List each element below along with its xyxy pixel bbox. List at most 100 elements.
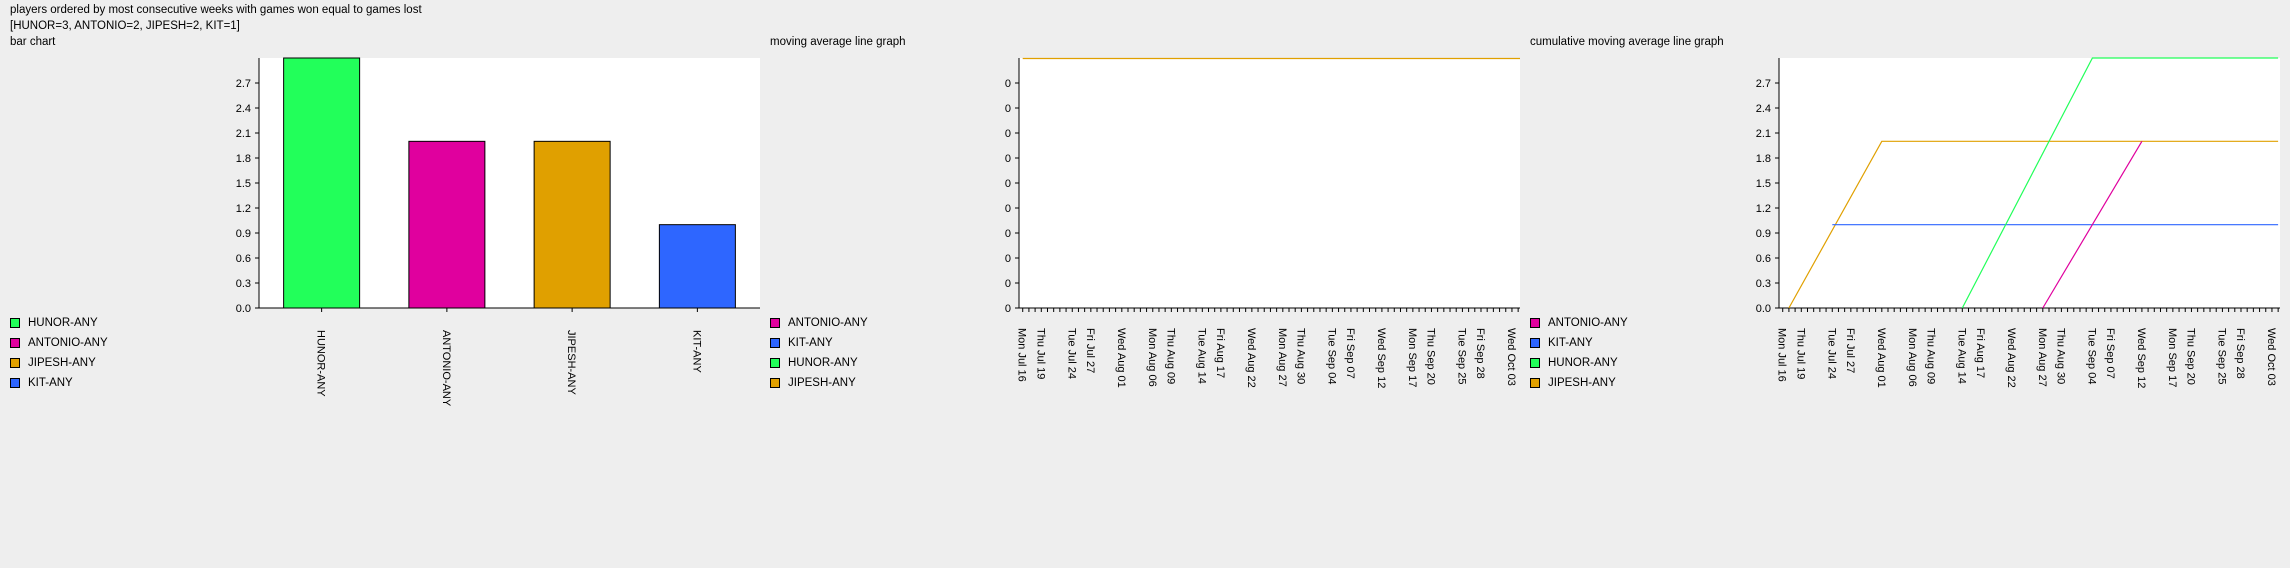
moving-avg-y-tick-label: 0 [1005,228,1011,240]
moving-avg-y-tick-label: 0 [1005,178,1011,190]
cumulative-avg-x-tick-label: Tue Sep 04 [2085,328,2097,384]
moving-avg-x-tick-label: Thu Sep 20 [1424,328,1436,385]
bar-legend-item: ANTONIO-ANY [10,333,108,353]
bar-y-tick-label: 1.8 [236,153,251,165]
bar-antonio-any [408,140,486,309]
moving-avg-legend-label: HUNOR-ANY [788,357,858,369]
bar-hunor-any [283,57,361,309]
moving-avg-legend-swatch [770,318,780,328]
moving-avg-y-tick-label: 0 [1005,128,1011,140]
moving-avg-plot-area [1019,58,1520,308]
cumulative-avg-x-tick-label: Thu Aug 09 [1924,328,1936,384]
cumulative-avg-y-tick-label: 0.3 [1756,278,1771,290]
cumulative-avg-y-tick-label: 1.8 [1756,153,1771,165]
moving-avg-legend-item: KIT-ANY [770,333,868,353]
moving-avg-legend-swatch [770,338,780,348]
cumulative-average-title: cumulative moving average line graph [1530,36,1724,48]
cumulative-avg-x-tick-label: Fri Aug 17 [1974,328,1986,378]
cumulative-avg-x-tick-label: Fri Sep 07 [2104,328,2116,379]
bar-legend-label: KIT-ANY [28,377,73,389]
cumulative-avg-legend-swatch [1530,378,1540,388]
cumulative-avg-x-tick-label: Mon Sep 17 [2166,328,2178,387]
bar-x-tick-label: ANTONIO-ANY [440,330,452,407]
cumulative-avg-plot-area [1779,58,2280,308]
cumulative-avg-x-tick-label: Fri Sep 28 [2234,328,2246,379]
bar-y-tick-label: 0.0 [236,303,251,315]
cumulative-avg-legend-item: JIPESH-ANY [1530,373,1628,393]
moving-avg-x-tick-label: Fri Aug 17 [1214,328,1226,378]
cumulative-avg-x-tick-label: Thu Sep 20 [2184,328,2196,385]
moving-avg-legend-item: HUNOR-ANY [770,353,868,373]
bar-y-tick-label: 1.5 [236,178,251,190]
bar-legend-swatch [10,318,20,328]
moving-avg-x-tick-label: Mon Aug 27 [1276,328,1288,387]
cumulative-avg-x-tick-label: Wed Oct 03 [2265,328,2277,386]
cumulative-avg-line-jipesh-any [1788,140,2279,309]
bar-x-tick-label: HUNOR-ANY [315,330,327,397]
bar-y-tick-label: 2.7 [236,78,251,90]
bar-legend-label: HUNOR-ANY [28,317,98,329]
bar-x-tick-label: KIT-ANY [690,330,702,373]
cumulative-avg-legend-label: KIT-ANY [1548,337,1593,349]
bar-legend-item: KIT-ANY [10,373,108,393]
moving-avg-legend-item: JIPESH-ANY [770,373,868,393]
moving-avg-y-tick-label: 0 [1005,203,1011,215]
cumulative-avg-x-tick-label: Mon Jul 16 [1776,328,1788,382]
moving-avg-x-tick-label: Mon Sep 17 [1406,328,1418,387]
bar-legend-label: JIPESH-ANY [28,357,96,369]
cumulative-avg-legend-label: ANTONIO-ANY [1548,317,1628,329]
cumulative-avg-line-hunor-any [1961,57,2279,309]
page-summary: [HUNOR=3, ANTONIO=2, JIPESH=2, KIT=1] [10,20,240,32]
cumulative-avg-legend-swatch [1530,358,1540,368]
bar-y-tick-label: 2.4 [236,103,251,115]
moving-avg-x-tick-label: Tue Jul 24 [1065,328,1077,379]
cumulative-avg-y-tick-label: 1.5 [1756,178,1771,190]
bar-legend-item: HUNOR-ANY [10,313,108,333]
bar-legend-swatch [10,338,20,348]
bar-legend-item: JIPESH-ANY [10,353,108,373]
bar-chart-legend: HUNOR-ANY ANTONIO-ANY JIPESH-ANY KIT-ANY [10,313,108,393]
cumulative-avg-x-tick-label: Thu Aug 30 [2054,328,2066,384]
moving-avg-x-tick-label: Wed Aug 22 [1245,328,1257,388]
moving-avg-x-tick-label: Fri Sep 28 [1474,328,1486,379]
cumulative-avg-y-tick-label: 2.4 [1756,103,1771,115]
bar-y-tick-label: 0.9 [236,228,251,240]
moving-avg-legend-label: JIPESH-ANY [788,377,856,389]
bar-x-tick-label: JIPESH-ANY [565,330,577,395]
moving-avg-x-tick-label: Tue Aug 14 [1195,328,1207,384]
moving-avg-legend-item: ANTONIO-ANY [770,313,868,333]
moving-avg-x-tick-label: Thu Jul 19 [1034,328,1046,379]
moving-avg-legend-label: KIT-ANY [788,337,833,349]
cumulative-average-legend: ANTONIO-ANY KIT-ANY HUNOR-ANY JIPESH-ANY [1530,313,1628,393]
cumulative-avg-x-tick-label: Thu Jul 19 [1794,328,1806,379]
moving-avg-legend-swatch [770,378,780,388]
moving-avg-y-tick-label: 0 [1005,103,1011,115]
cumulative-avg-legend-label: HUNOR-ANY [1548,357,1618,369]
cumulative-avg-x-tick-label: Wed Aug 01 [1875,328,1887,388]
cumulative-avg-x-tick-label: Wed Aug 22 [2005,328,2017,388]
cumulative-avg-y-tick-label: 0.0 [1756,303,1771,315]
bar-jipesh-any [533,140,611,309]
bar-y-tick-label: 0.6 [236,253,251,265]
bar-kit-any [658,224,736,309]
moving-avg-x-tick-label: Thu Aug 09 [1164,328,1176,384]
cumulative-avg-y-tick-label: 2.7 [1756,78,1771,90]
moving-avg-y-tick-label: 0 [1005,78,1011,90]
cumulative-avg-legend-item: HUNOR-ANY [1530,353,1628,373]
bar-y-tick-label: 1.2 [236,203,251,215]
bar-chart-title: bar chart [10,36,56,48]
moving-avg-y-tick-label: 0 [1005,278,1011,290]
bar-legend-label: ANTONIO-ANY [28,337,108,349]
cumulative-avg-x-tick-label: Wed Sep 12 [2135,328,2147,388]
moving-avg-x-tick-label: Mon Jul 16 [1016,328,1028,382]
moving-avg-y-tick-label: 0 [1005,153,1011,165]
moving-avg-x-tick-label: Fri Jul 27 [1084,328,1096,373]
cumulative-avg-x-tick-label: Fri Jul 27 [1844,328,1856,373]
cumulative-avg-x-tick-label: Tue Aug 14 [1955,328,1967,384]
moving-avg-x-tick-label: Wed Sep 12 [1375,328,1387,388]
bar-legend-swatch [10,378,20,388]
page-title: players ordered by most consecutive week… [10,4,422,16]
bar-y-tick-label: 0.3 [236,278,251,290]
cumulative-avg-x-tick-label: Mon Aug 06 [1906,328,1918,387]
cumulative-avg-legend-swatch [1530,338,1540,348]
